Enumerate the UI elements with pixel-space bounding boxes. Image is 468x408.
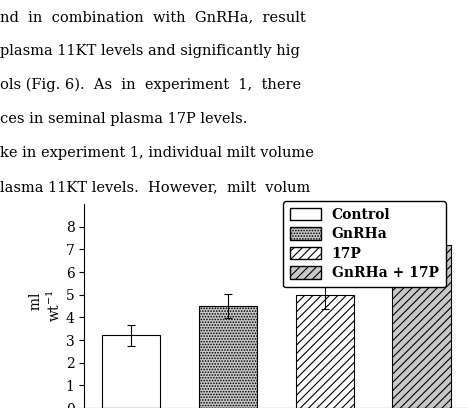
Text: ke in experiment 1, individual milt volume: ke in experiment 1, individual milt volu… (0, 146, 314, 160)
Bar (102, 335, 160, 408)
Bar (295, 295, 354, 408)
Text: lasma 11KT levels.  However,  milt  volum: lasma 11KT levels. However, milt volum (0, 180, 310, 194)
Text: plasma 11KT levels and significantly hig: plasma 11KT levels and significantly hig (0, 44, 300, 58)
Bar (198, 306, 257, 408)
Text: nd  in  combination  with  GnRHa,  result: nd in combination with GnRHa, result (0, 10, 306, 24)
Text: ces in seminal plasma 17P levels.: ces in seminal plasma 17P levels. (0, 112, 248, 126)
Text: ols (Fig. 6).  As  in  experiment  1,  there: ols (Fig. 6). As in experiment 1, there (0, 78, 301, 92)
Bar (392, 245, 451, 408)
Y-axis label:   ml
$\mathregular{wt^{-1}}$: ml $\mathregular{wt^{-1}}$ (29, 290, 63, 322)
Legend: Control, GnRHa, 17P, GnRHa + 17P: Control, GnRHa, 17P, GnRHa + 17P (283, 201, 446, 287)
